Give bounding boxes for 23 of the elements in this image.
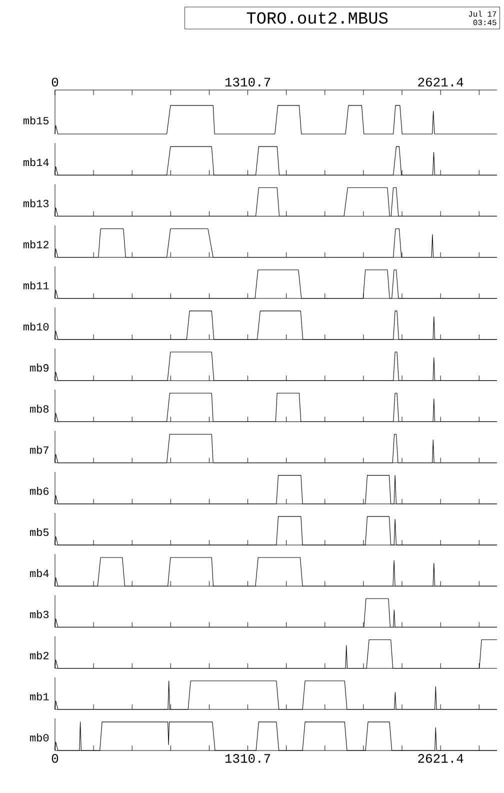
y-axis-title: mb13 (23, 199, 49, 208)
y-axis-title: mb15 (23, 116, 49, 124)
x-tick-label: 2621.4 (418, 78, 464, 86)
y-axis-title: mb2 (30, 651, 48, 660)
y-axis-title: mb6 (30, 486, 49, 495)
x-tick-label: 2621.4 (418, 754, 464, 763)
chart-title: TORO.out2.MBUS (246, 12, 388, 24)
x-tick-label: 1310.7 (225, 78, 270, 86)
x-tick-label: 1310.7 (225, 754, 270, 763)
y-axis-title: mb1 (30, 692, 49, 700)
y-axis-title: mb8 (30, 404, 49, 413)
y-axis-title: mb0 (30, 733, 49, 742)
x-tick-label: 0 (52, 754, 58, 763)
y-axis-title: mb3 (30, 610, 49, 618)
y-axis-title: mb12 (23, 240, 48, 248)
x-tick-label: 0 (52, 78, 58, 86)
y-axis-title: mb7 (30, 446, 48, 454)
y-axis-title: mb4 (30, 569, 49, 578)
y-axis-title: mb11 (23, 281, 49, 290)
y-axis-title: mb5 (30, 528, 49, 536)
y-axis-title: mb9 (30, 364, 49, 372)
y-axis-title: mb14 (23, 158, 49, 166)
y-axis-title: mb10 (23, 322, 49, 331)
